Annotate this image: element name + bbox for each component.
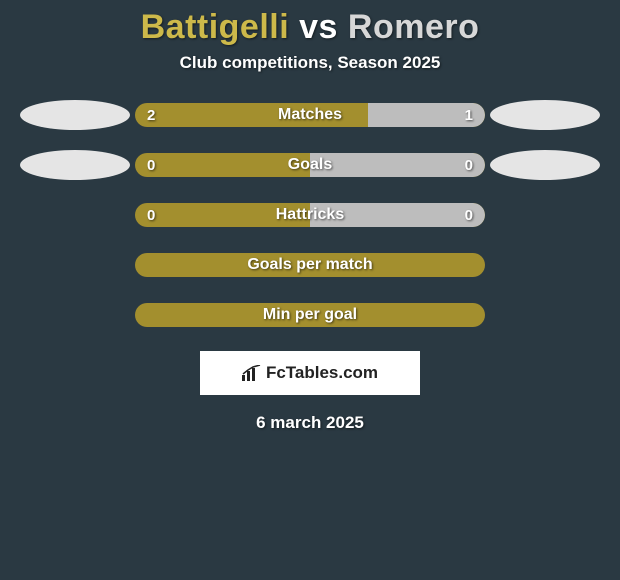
player-right-name: Romero (348, 8, 479, 46)
stat-value-right: 1 (465, 107, 473, 124)
logo: FcTables.com (242, 363, 378, 383)
comparison-card: Battigelli vs Romero Club competitions, … (0, 0, 620, 433)
stat-row: Goals0 0 (0, 151, 620, 179)
stat-label: Min per goal (135, 306, 485, 324)
stat-label: Goals per match (135, 256, 485, 274)
player-avatar-right (490, 150, 600, 180)
stat-value-left: 0 (147, 157, 155, 174)
stat-value-left: 2 (147, 107, 155, 124)
stat-label: Matches (135, 106, 485, 124)
stat-label: Hattricks (135, 206, 485, 224)
stat-bar: Matches2 1 (135, 103, 485, 127)
stat-bar: Min per goal (135, 303, 485, 327)
stat-row: Goals per match (0, 251, 620, 279)
player-avatar-left (20, 150, 130, 180)
stat-row: Hattricks0 0 (0, 201, 620, 229)
player-left-name: Battigelli (141, 8, 290, 46)
stat-rows: Matches21Goals00Hattricks00Goals per mat… (0, 101, 620, 329)
subtitle: Club competitions, Season 2025 (0, 53, 620, 73)
avatar-slot-right (485, 100, 605, 130)
avatar-slot-left (15, 150, 135, 180)
chart-icon (242, 365, 262, 381)
date: 6 march 2025 (0, 413, 620, 433)
stat-value-right: 0 (465, 207, 473, 224)
page-title: Battigelli vs Romero (0, 8, 620, 47)
stat-bar: Hattricks0 0 (135, 203, 485, 227)
stat-row: Matches2 1 (0, 101, 620, 129)
logo-box[interactable]: FcTables.com (200, 351, 420, 395)
stat-bar: Goals0 0 (135, 153, 485, 177)
stat-value-right: 0 (465, 157, 473, 174)
player-avatar-right (490, 100, 600, 130)
player-avatar-left (20, 100, 130, 130)
avatar-slot-left (15, 100, 135, 130)
stat-row: Min per goal (0, 301, 620, 329)
stat-label: Goals (135, 156, 485, 174)
logo-text: FcTables.com (266, 363, 378, 383)
stat-bar: Goals per match (135, 253, 485, 277)
stat-value-left: 0 (147, 207, 155, 224)
avatar-slot-right (485, 150, 605, 180)
title-vs: vs (299, 8, 338, 46)
